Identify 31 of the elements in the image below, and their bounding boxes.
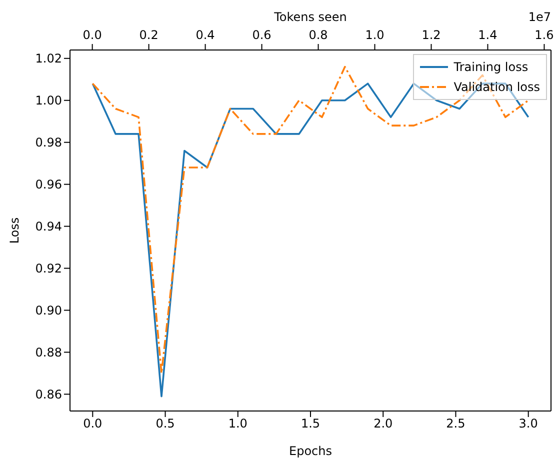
y-tick-label: 0.92 bbox=[35, 262, 62, 276]
y-tick-label: 1.02 bbox=[35, 52, 62, 66]
x2-tick-label: 0.2 bbox=[139, 28, 158, 42]
x-tick-label: 2.0 bbox=[374, 416, 393, 431]
x-tick-label: 2.5 bbox=[446, 416, 466, 431]
text: 1e7 bbox=[528, 10, 551, 24]
x2-tick-label: 1.0 bbox=[365, 28, 384, 42]
y-tick-label: 0.90 bbox=[35, 304, 62, 318]
x2-axis-title: Tokens seen bbox=[273, 10, 347, 24]
y-tick-label: 0.94 bbox=[35, 220, 62, 234]
x2-tick-label: 1.4 bbox=[478, 28, 498, 42]
x2-tick-label: 0.8 bbox=[308, 28, 328, 42]
x2-tick-label: 0.4 bbox=[196, 28, 215, 42]
x-tick-label: 1.5 bbox=[300, 416, 320, 431]
y-axis-title: Loss bbox=[7, 217, 22, 244]
x2-tick-label: 0.6 bbox=[252, 28, 272, 42]
y-tick-label: 0.86 bbox=[35, 387, 62, 402]
x-tick-label: 0.0 bbox=[83, 416, 102, 431]
x-tick-label: 0.5 bbox=[156, 416, 175, 431]
y-tick-label: 0.88 bbox=[35, 345, 62, 360]
legend-label: Training loss bbox=[454, 59, 528, 76]
x2-tick-label: 1.2 bbox=[422, 28, 441, 42]
x-axis-title: Epochs bbox=[289, 444, 332, 458]
y-tick-label: 0.96 bbox=[35, 178, 62, 192]
y-tick-label: 1.00 bbox=[35, 94, 62, 108]
legend-label: Validation loss bbox=[454, 79, 540, 96]
x-tick-label: 3.0 bbox=[518, 416, 538, 431]
y-tick-label: 0.98 bbox=[35, 136, 62, 150]
x2-tick-label: 0.0 bbox=[82, 28, 102, 42]
x-tick-label: 1.0 bbox=[228, 416, 248, 431]
x2-tick-label: 1.6 bbox=[534, 28, 554, 42]
